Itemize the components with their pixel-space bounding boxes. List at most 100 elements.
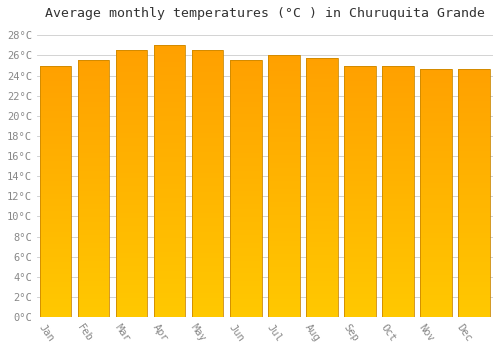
Bar <box>230 96 262 99</box>
Bar <box>306 97 338 100</box>
Bar <box>458 262 490 265</box>
Bar <box>420 146 452 148</box>
Bar <box>306 82 338 84</box>
Bar <box>458 247 490 250</box>
Bar <box>40 151 72 154</box>
Bar <box>192 288 224 290</box>
Bar <box>268 160 300 163</box>
Bar <box>420 272 452 275</box>
Bar <box>78 232 110 235</box>
Bar <box>230 153 262 155</box>
Bar <box>306 167 338 170</box>
Bar <box>420 243 452 245</box>
Bar <box>458 128 490 131</box>
Bar <box>192 88 224 90</box>
Bar <box>344 257 376 259</box>
Bar <box>78 158 110 161</box>
Bar <box>230 178 262 181</box>
Bar <box>40 73 72 76</box>
Bar <box>154 173 186 176</box>
Bar <box>268 113 300 116</box>
Bar <box>268 254 300 257</box>
Bar <box>116 277 148 280</box>
Bar <box>116 117 148 120</box>
Bar <box>344 211 376 214</box>
Bar <box>154 78 186 81</box>
Bar <box>382 272 414 274</box>
Bar <box>230 155 262 158</box>
Bar <box>192 176 224 178</box>
Bar <box>344 174 376 176</box>
Bar <box>78 71 110 74</box>
Bar <box>344 101 376 103</box>
Bar <box>306 69 338 71</box>
Bar <box>458 155 490 158</box>
Bar <box>40 111 72 113</box>
Bar <box>40 126 72 128</box>
Bar <box>268 100 300 103</box>
Bar <box>154 306 186 309</box>
Bar <box>230 127 262 130</box>
Bar <box>382 88 414 91</box>
Bar <box>344 164 376 166</box>
Bar <box>40 96 72 98</box>
Bar <box>306 113 338 116</box>
Bar <box>154 54 186 56</box>
Bar <box>154 249 186 252</box>
Bar <box>192 282 224 285</box>
Bar <box>268 231 300 233</box>
Bar <box>420 240 452 243</box>
Bar <box>382 136 414 139</box>
Bar <box>192 208 224 210</box>
Bar <box>40 247 72 249</box>
Bar <box>116 58 148 61</box>
Bar <box>268 280 300 283</box>
Bar <box>344 116 376 118</box>
Bar <box>192 234 224 237</box>
Bar <box>458 282 490 285</box>
Bar <box>78 104 110 107</box>
Bar <box>230 217 262 219</box>
Bar <box>268 173 300 176</box>
Bar <box>344 292 376 294</box>
Bar <box>78 81 110 84</box>
Bar <box>268 212 300 215</box>
Bar <box>382 277 414 279</box>
Bar <box>382 71 414 73</box>
Bar <box>78 142 110 145</box>
Bar <box>192 237 224 240</box>
Bar <box>458 118 490 121</box>
Bar <box>268 286 300 288</box>
Bar <box>382 234 414 237</box>
Bar <box>154 89 186 92</box>
Bar <box>154 293 186 295</box>
Bar <box>230 215 262 217</box>
Bar <box>116 139 148 141</box>
Bar <box>268 267 300 270</box>
Bar <box>344 93 376 96</box>
Bar <box>268 225 300 228</box>
Bar <box>382 199 414 201</box>
Bar <box>78 263 110 266</box>
Bar <box>40 71 72 73</box>
Bar <box>306 289 338 291</box>
Bar <box>382 101 414 103</box>
Bar <box>230 266 262 268</box>
Bar <box>78 127 110 130</box>
Bar <box>344 80 376 83</box>
Bar <box>40 222 72 224</box>
Bar <box>40 128 72 131</box>
Bar <box>192 309 224 312</box>
Bar <box>382 65 414 68</box>
Bar <box>420 252 452 255</box>
Bar <box>192 139 224 141</box>
Bar <box>40 274 72 277</box>
Bar <box>40 204 72 206</box>
Bar <box>306 110 338 113</box>
Bar <box>458 240 490 243</box>
Bar <box>382 146 414 148</box>
Bar <box>382 186 414 189</box>
Bar <box>420 280 452 282</box>
Bar <box>230 125 262 127</box>
Bar <box>230 145 262 148</box>
